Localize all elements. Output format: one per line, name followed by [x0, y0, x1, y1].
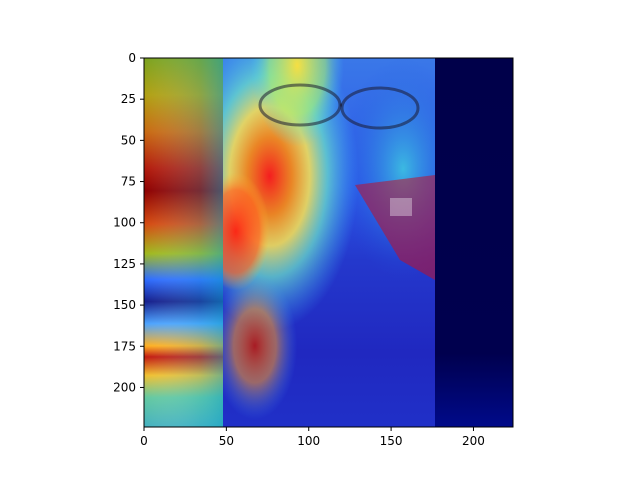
x-tick-label: 150 — [380, 434, 403, 448]
x-tick-label: 50 — [219, 434, 234, 448]
x-axis-ticks: 0 50 100 150 200 — [140, 427, 485, 448]
x-tick-label: 0 — [140, 434, 148, 448]
heatmap-image — [144, 58, 513, 427]
y-tick-label: 75 — [121, 175, 136, 189]
right-dark-strip — [435, 58, 513, 427]
y-tick-label: 175 — [113, 339, 136, 353]
y-tick-label: 150 — [113, 298, 136, 312]
y-tick-label: 50 — [121, 133, 136, 147]
axes-frame — [143, 57, 514, 428]
y-tick-label: 100 — [113, 216, 136, 230]
y-tick-label: 0 — [128, 51, 136, 65]
y-tick-label: 200 — [113, 380, 136, 394]
y-axis-ticks: 0 25 50 75 100 125 150 175 200 — [113, 51, 144, 394]
x-tick-label: 200 — [462, 434, 485, 448]
y-tick-label: 125 — [113, 257, 136, 271]
y-tick-label: 25 — [121, 92, 136, 106]
x-tick-label: 100 — [297, 434, 320, 448]
